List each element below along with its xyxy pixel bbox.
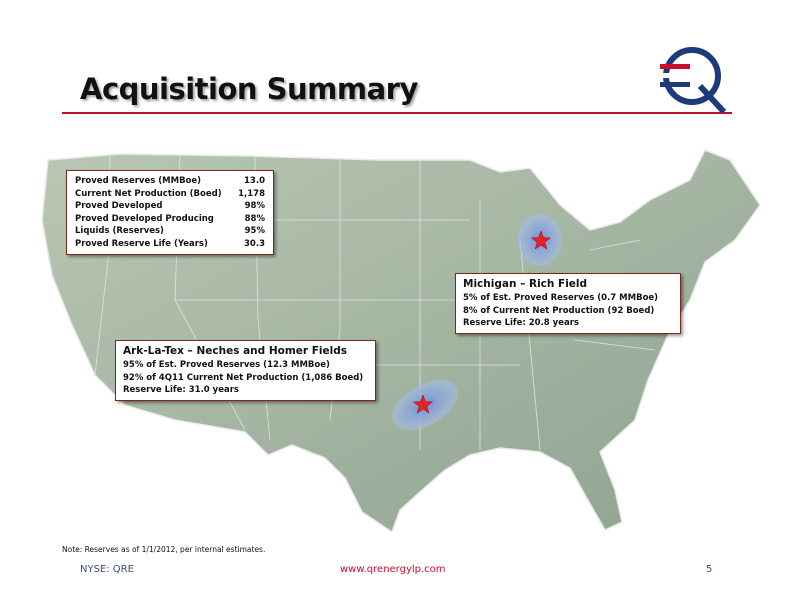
row-value: 13.0 (244, 176, 265, 186)
callout-line: 5% of Est. Proved Reserves (0.7 MMBoe) (463, 293, 659, 303)
callout: Ark-La-Tex – Neches and Homer Fields 95% … (115, 340, 376, 401)
note: Note: Reserves as of 1/1/2012, per inter… (62, 545, 266, 554)
summary-row: Liquids (Reserves) 95% (75, 225, 265, 238)
row-label: Proved Developed Producing (75, 213, 214, 224)
url: www.qrenergylp.com (340, 564, 446, 575)
summary-row: Proved Reserve Life (Years) 30.3 (75, 238, 265, 251)
summary-row: Proved Reserves (MMBoe) 13.0 (75, 175, 265, 188)
page-number: 5 (706, 564, 713, 575)
row-label: Proved Developed (75, 201, 163, 211)
star (530, 230, 552, 250)
summary-box: Proved Reserves (MMBoe) 13.0 Current Net P… (66, 170, 274, 255)
row-label: Proved Reserve Life (Years) (75, 238, 208, 249)
star (412, 394, 434, 414)
summary-row: Proved Developed 98% (75, 200, 265, 213)
callout-line: Reserve Life: 20.8 years (463, 318, 579, 328)
row-value: 95% (244, 226, 265, 236)
summary-row: Proved Developed Producing 88% (75, 213, 265, 226)
row-value: 1,178 (238, 188, 265, 199)
callout-line: 8% of Current Net Production (92 Boed) (463, 305, 655, 316)
ticker: NYSE: QRE (80, 564, 134, 575)
row-value: 30.3 (244, 238, 265, 249)
row-label: Proved Reserves (MMBoe) (75, 176, 202, 186)
title-rule (62, 112, 732, 114)
callout-line: 92% of 4Q11 Current Net Production (1,08… (123, 372, 364, 383)
callout: Michigan – Rich Field 5% of Est. Proved R… (455, 273, 681, 334)
row-value: 98% (244, 201, 265, 211)
callout-line: Reserve Life: 31.0 years (123, 385, 239, 395)
callout-title: Ark-La-Tex – Neches and Homer Fields (123, 345, 347, 357)
summary-row: Current Net Production (Boed) 1,178 (75, 188, 265, 201)
callout-title: Michigan – Rich Field (463, 278, 588, 290)
logo (660, 47, 727, 115)
title: Acquisition Summary (80, 72, 418, 106)
callout-line: 95% of Est. Proved Reserves (12.3 MMBoe) (123, 360, 330, 370)
row-label: Current Net Production (Boed) (75, 188, 222, 199)
row-label: Liquids (Reserves) (75, 226, 164, 236)
row-value: 88% (244, 213, 265, 224)
